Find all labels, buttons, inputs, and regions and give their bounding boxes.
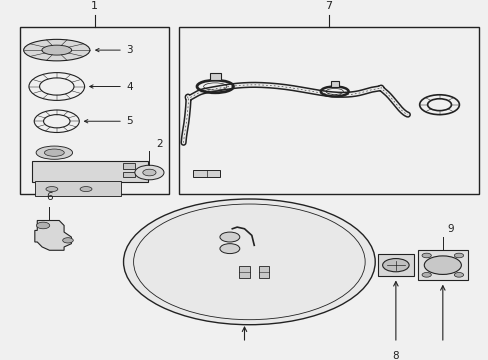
- Ellipse shape: [453, 273, 463, 277]
- Text: 3: 3: [126, 45, 133, 55]
- Bar: [209, 73, 220, 80]
- Ellipse shape: [424, 256, 460, 274]
- Ellipse shape: [62, 238, 73, 243]
- Bar: [330, 81, 338, 86]
- Ellipse shape: [220, 232, 239, 242]
- Ellipse shape: [453, 253, 463, 258]
- Bar: [122, 171, 135, 177]
- Ellipse shape: [220, 244, 239, 253]
- Bar: [178, 27, 478, 194]
- Text: 6: 6: [46, 192, 53, 202]
- Ellipse shape: [80, 186, 92, 192]
- Text: 9: 9: [447, 224, 453, 234]
- Ellipse shape: [36, 146, 72, 159]
- Polygon shape: [35, 220, 71, 250]
- Ellipse shape: [42, 45, 72, 55]
- Ellipse shape: [44, 149, 64, 156]
- Ellipse shape: [382, 258, 408, 272]
- Text: 2: 2: [157, 139, 163, 149]
- Ellipse shape: [46, 186, 58, 192]
- Bar: [35, 181, 121, 196]
- Bar: [417, 250, 467, 280]
- Bar: [239, 266, 249, 278]
- Bar: [258, 266, 269, 278]
- Text: 1: 1: [91, 1, 98, 11]
- Bar: [193, 170, 219, 177]
- Ellipse shape: [123, 199, 374, 325]
- Ellipse shape: [23, 39, 90, 61]
- Bar: [377, 255, 413, 276]
- Bar: [20, 27, 168, 194]
- Bar: [122, 163, 135, 168]
- Ellipse shape: [421, 253, 430, 258]
- Text: 7: 7: [325, 1, 331, 11]
- Ellipse shape: [37, 222, 50, 229]
- Ellipse shape: [133, 204, 365, 320]
- Ellipse shape: [421, 273, 430, 277]
- Text: 5: 5: [126, 116, 133, 126]
- Text: 4: 4: [126, 81, 133, 91]
- Text: 8: 8: [392, 351, 398, 360]
- Ellipse shape: [135, 165, 163, 180]
- Ellipse shape: [142, 169, 156, 176]
- Bar: [32, 161, 148, 183]
